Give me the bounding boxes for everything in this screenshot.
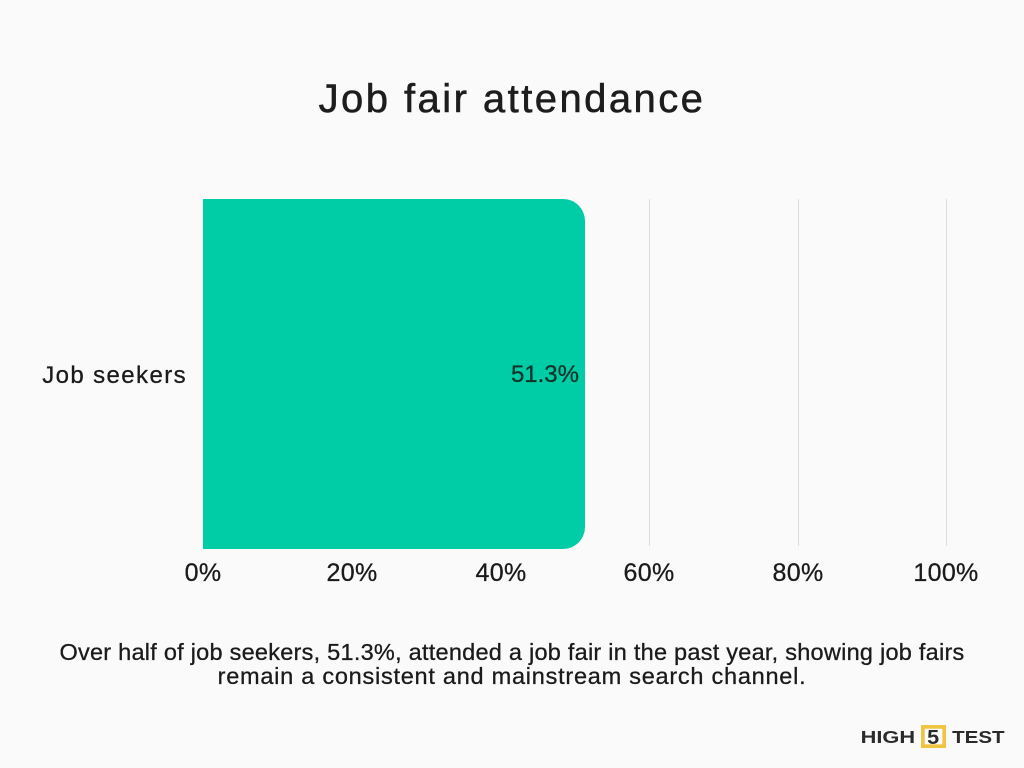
svg-text:5: 5 xyxy=(927,727,939,749)
svg-text:TEST: TEST xyxy=(952,727,1005,747)
svg-text:HIGH: HIGH xyxy=(861,727,916,747)
